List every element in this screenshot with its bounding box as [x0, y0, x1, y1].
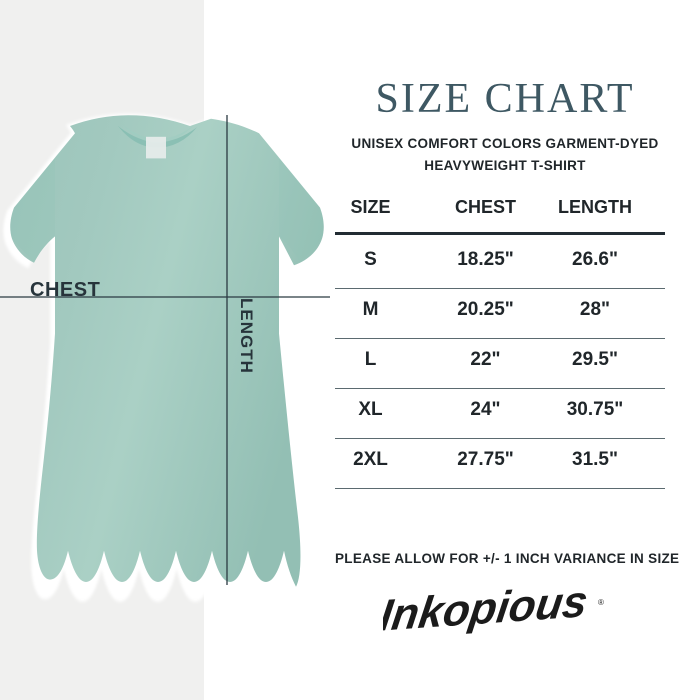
svg-text:®: ® [598, 598, 604, 607]
svg-text:Inkopious: Inkopious [383, 578, 591, 641]
